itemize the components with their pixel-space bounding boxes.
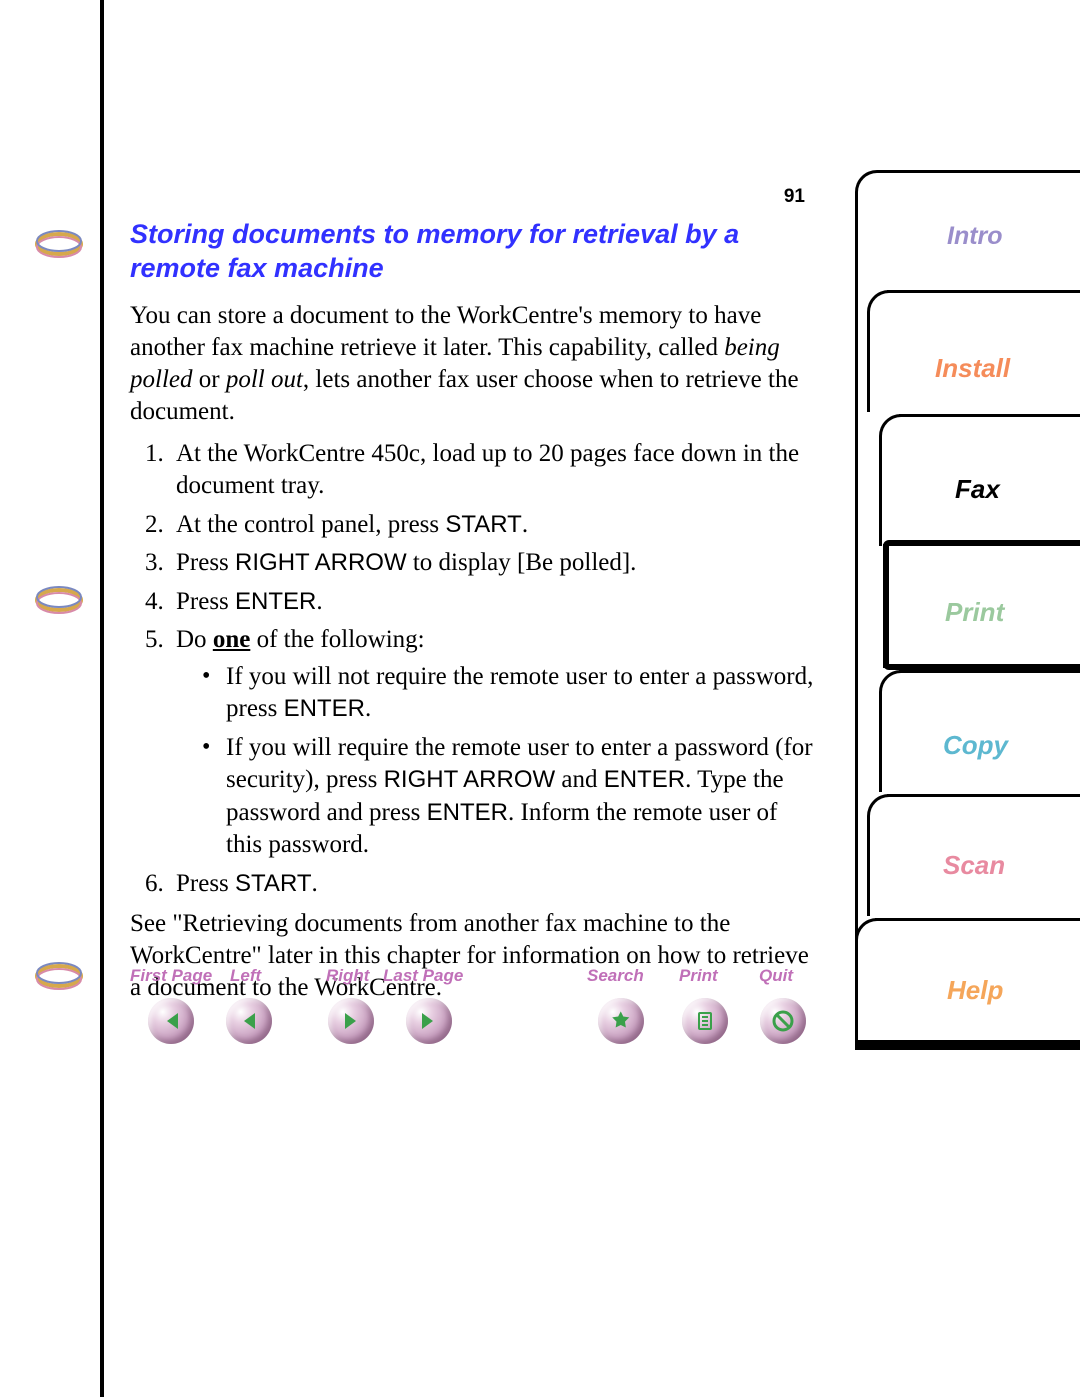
text: Press (176, 588, 235, 615)
prev-page-button[interactable] (226, 998, 272, 1044)
print-button[interactable] (682, 998, 728, 1044)
text: . (316, 588, 322, 615)
nav-label-left: Left (230, 966, 261, 986)
step-item: Press RIGHT ARROW to display [Be polled]… (170, 547, 815, 580)
text: . (522, 511, 528, 538)
binder-vertical-line (100, 0, 104, 1397)
intro-paragraph: You can store a document to the WorkCent… (130, 300, 815, 428)
key-label: START (235, 870, 311, 897)
nav-label-right: Right (326, 966, 369, 986)
tab-help[interactable]: Help (947, 975, 1003, 1006)
chevron-left-icon (236, 1008, 262, 1034)
text: Press (176, 870, 235, 897)
text: and (555, 766, 604, 793)
tab-copy[interactable]: Copy (943, 730, 1008, 761)
search-button[interactable] (598, 998, 644, 1044)
page-number: 91 (784, 186, 805, 208)
text: Do (176, 626, 213, 653)
section-heading: Storing documents to memory for retrieva… (130, 218, 815, 286)
step-item: At the control panel, press START. (170, 509, 815, 542)
nav-label-first-page: First Page (130, 966, 212, 986)
text: or (193, 366, 226, 393)
print-icon (692, 1008, 718, 1034)
chevron-right-icon (338, 1008, 364, 1034)
search-icon (608, 1008, 634, 1034)
tab-intro[interactable]: Intro (947, 222, 1003, 251)
text: At the WorkCentre 450c, load up to 20 pa… (176, 440, 799, 500)
nav-label-print: Print (679, 966, 718, 986)
tab-install[interactable]: Install (935, 353, 1010, 384)
first-page-icon (158, 1008, 184, 1034)
sub-bullets: If you will not require the remote user … (202, 661, 815, 862)
text-emphasis: one (213, 626, 251, 653)
tab-scan[interactable]: Scan (943, 850, 1005, 881)
text: Press (176, 549, 235, 576)
key-label: RIGHT ARROW (235, 549, 407, 576)
nav-icons-row (130, 998, 820, 1058)
key-label: RIGHT ARROW (384, 766, 556, 793)
step-item: Do one of the following: If you will not… (170, 624, 815, 862)
text: You can store a document to the WorkCent… (130, 302, 761, 361)
binder-ring (35, 228, 100, 260)
text: At the control panel, press (176, 511, 445, 538)
quit-icon (770, 1008, 796, 1034)
tab-fax[interactable]: Fax (955, 474, 1000, 505)
key-label: ENTER (427, 799, 508, 826)
last-page-button[interactable] (406, 998, 452, 1044)
nav-label-quit: Quit (759, 966, 793, 986)
key-label: ENTER (284, 695, 365, 722)
key-label: START (445, 511, 521, 538)
last-page-icon (416, 1008, 442, 1034)
bullet-item: If you will require the remote user to e… (202, 732, 815, 862)
text-italic: poll out (226, 366, 303, 393)
step-item: Press START. (170, 868, 815, 901)
step-item: Press ENTER. (170, 586, 815, 619)
page-content: Storing documents to memory for retrieva… (130, 218, 815, 1014)
step-item: At the WorkCentre 450c, load up to 20 pa… (170, 438, 815, 503)
steps-list: At the WorkCentre 450c, load up to 20 pa… (148, 438, 815, 901)
key-label: ENTER (604, 766, 685, 793)
next-page-button[interactable] (328, 998, 374, 1044)
bottom-nav: First Page Left Right Last Page Search P… (130, 966, 820, 1058)
binder-ring (35, 960, 100, 992)
first-page-button[interactable] (148, 998, 194, 1044)
bullet-item: If you will not require the remote user … (202, 661, 815, 726)
key-label: ENTER (235, 588, 316, 615)
nav-label-last-page: Last Page (383, 966, 463, 986)
quit-button[interactable] (760, 998, 806, 1044)
text: to display [Be polled]. (407, 549, 637, 576)
nav-label-search: Search (587, 966, 644, 986)
nav-labels-row: First Page Left Right Last Page Search P… (130, 966, 820, 992)
text: . (312, 870, 318, 897)
tab-print[interactable]: Print (945, 597, 1004, 628)
text: of the following: (250, 626, 424, 653)
text: . (365, 695, 371, 722)
binder-ring (35, 584, 100, 616)
